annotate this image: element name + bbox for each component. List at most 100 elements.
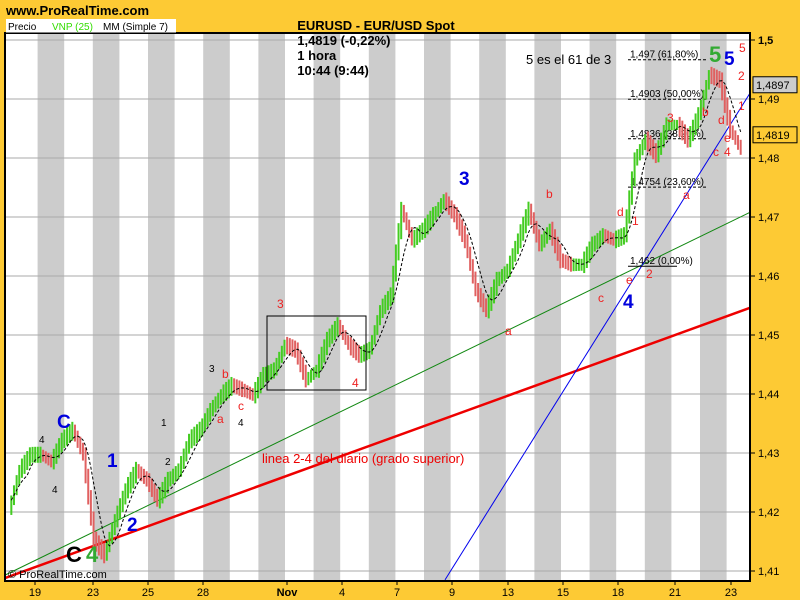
wave-label: 2 bbox=[646, 267, 653, 281]
wave-label: 5 bbox=[709, 42, 721, 67]
wave-label: 3 bbox=[667, 111, 674, 125]
legend-ma: MM (Simple 7) bbox=[103, 22, 168, 33]
wave-label: b bbox=[546, 187, 553, 201]
trend-line bbox=[4, 211, 751, 576]
wave-label: b bbox=[702, 105, 709, 119]
moving-average-line bbox=[10, 80, 742, 547]
wave-label: d bbox=[617, 205, 624, 219]
y-tick-label: 1,48 bbox=[758, 153, 779, 165]
wave-label: 2 bbox=[738, 69, 745, 83]
legend-box bbox=[6, 19, 176, 33]
day-stripe bbox=[148, 34, 175, 580]
wave-label: d bbox=[718, 113, 725, 127]
wave-label: 1 bbox=[632, 214, 639, 228]
x-tick-label: 18 bbox=[612, 587, 624, 599]
day-stripe bbox=[37, 34, 65, 580]
green-wave-labels: 4 5 bbox=[86, 42, 721, 567]
y-tick-label: 1,45 bbox=[758, 330, 779, 342]
day-stripes bbox=[37, 34, 727, 580]
day-stripe bbox=[92, 34, 120, 580]
wave-label: 1 bbox=[107, 451, 118, 472]
x-tick-label: 9 bbox=[449, 587, 455, 599]
wave-label: 4 bbox=[238, 418, 244, 429]
y-tick-label: 1,5 bbox=[758, 35, 773, 47]
last-price-box bbox=[752, 126, 798, 144]
y-axis: 1,5 1,49 1,48 1,47 1,46 1,45 1,44 1,43 1,42 1,41 bbox=[749, 34, 779, 581]
x-tick-label: 4 bbox=[339, 587, 345, 599]
wave-label: 1 bbox=[161, 418, 167, 429]
y-tick-label: 1,42 bbox=[758, 507, 779, 519]
fib-label: 1,4903 (50,00%) bbox=[630, 89, 704, 100]
x-tick-label: 21 bbox=[669, 587, 681, 599]
clock: 10:44 (9:44) bbox=[297, 63, 369, 78]
wave-label: c bbox=[238, 399, 244, 413]
wave-label: e bbox=[724, 131, 731, 145]
legend-price: Precio bbox=[8, 22, 37, 33]
wave-label: 4 bbox=[623, 292, 634, 313]
wave-label: 4 bbox=[86, 542, 99, 567]
fib-label: 1,462 (0,00%) bbox=[630, 256, 693, 267]
wave-label: 4 bbox=[39, 435, 45, 446]
wave-label: c bbox=[598, 291, 604, 305]
trend-lines bbox=[4, 92, 751, 581]
chart-title: EURUSD - EUR/USD Spot 1,4819 (-0,22%) 1 … bbox=[290, 3, 466, 78]
wave-label: e bbox=[626, 273, 633, 287]
y-tick-label: 1,41 bbox=[758, 566, 779, 578]
y-tick-label: 1,46 bbox=[758, 271, 779, 283]
timeframe: 1 hora bbox=[297, 48, 337, 63]
y-tick-label: 1,44 bbox=[758, 389, 779, 401]
fib-label: 1,497 (61,80%) bbox=[630, 50, 698, 61]
y-tick-label: 1,43 bbox=[758, 448, 779, 460]
level-price-label: 1,4897 bbox=[756, 80, 790, 92]
trend-annotation: linea 2-4 del diario (grado superior) bbox=[262, 451, 464, 466]
wave-label: 2 bbox=[127, 515, 138, 536]
red-wave-labels: 3 4 a b c a b c d e 1 2 3 a b c d e 4 5 … bbox=[217, 41, 746, 426]
x-tick-label: Nov bbox=[277, 587, 299, 599]
y-tick-label: 1,49 bbox=[758, 94, 779, 106]
day-stripe bbox=[589, 34, 617, 580]
wave-label: b bbox=[222, 367, 229, 381]
wave-label: 3 bbox=[209, 364, 215, 375]
day-stripe bbox=[313, 34, 341, 580]
x-tick-label: 19 bbox=[29, 587, 41, 599]
day-stripe bbox=[258, 34, 285, 580]
last-price-label: 1,4819 bbox=[756, 130, 790, 142]
wave-label: 3 bbox=[277, 297, 284, 311]
x-axis: 19 23 25 28 Nov 4 7 9 13 15 18 21 23 bbox=[29, 580, 737, 599]
x-tick-label: 7 bbox=[394, 587, 400, 599]
y-tick-label: 1,47 bbox=[758, 212, 779, 224]
day-stripe bbox=[534, 34, 561, 580]
day-stripe bbox=[203, 34, 230, 580]
wave-label: 5 bbox=[739, 41, 746, 55]
note-annotation: 5 es el 61 de 3 bbox=[526, 52, 611, 67]
x-tick-label: 15 bbox=[557, 587, 569, 599]
symbol-title: EURUSD - EUR/USD Spot bbox=[297, 18, 455, 33]
wave-label: 3 bbox=[459, 169, 470, 190]
wave-label: 2 bbox=[165, 457, 171, 468]
wave-label-c-black: C bbox=[66, 542, 82, 567]
day-stripe bbox=[700, 34, 727, 580]
legend-vnp: VNP (25) bbox=[52, 22, 93, 33]
watermark: © ProRealTime.com bbox=[8, 569, 107, 581]
level-price-box bbox=[752, 76, 798, 94]
wave-label: a bbox=[683, 188, 690, 202]
price-bars bbox=[10, 66, 742, 564]
wave-label: a bbox=[217, 412, 224, 426]
x-tick-label: 25 bbox=[142, 587, 154, 599]
trend-line bbox=[444, 92, 751, 581]
wave-label: 4 bbox=[352, 376, 359, 390]
wave-label: 4 bbox=[52, 485, 58, 496]
wave-label: 5 bbox=[724, 49, 735, 70]
consolidation-box bbox=[266, 315, 367, 391]
x-tick-label: 23 bbox=[725, 587, 737, 599]
wave-label: 4 bbox=[724, 145, 731, 159]
blue-wave-labels: C 1 2 3 4 5 bbox=[57, 49, 735, 536]
black-wave-labels: 4 4 1 2 3 4 bbox=[39, 364, 244, 496]
wave-label: 1 bbox=[738, 99, 745, 113]
trend-line bbox=[4, 306, 751, 580]
x-tick-label: 28 bbox=[197, 587, 209, 599]
site-logo: www.ProRealTime.com bbox=[6, 3, 150, 18]
x-tick-label: 23 bbox=[87, 587, 99, 599]
fib-label: 1,4754 (23,60%) bbox=[630, 177, 704, 188]
